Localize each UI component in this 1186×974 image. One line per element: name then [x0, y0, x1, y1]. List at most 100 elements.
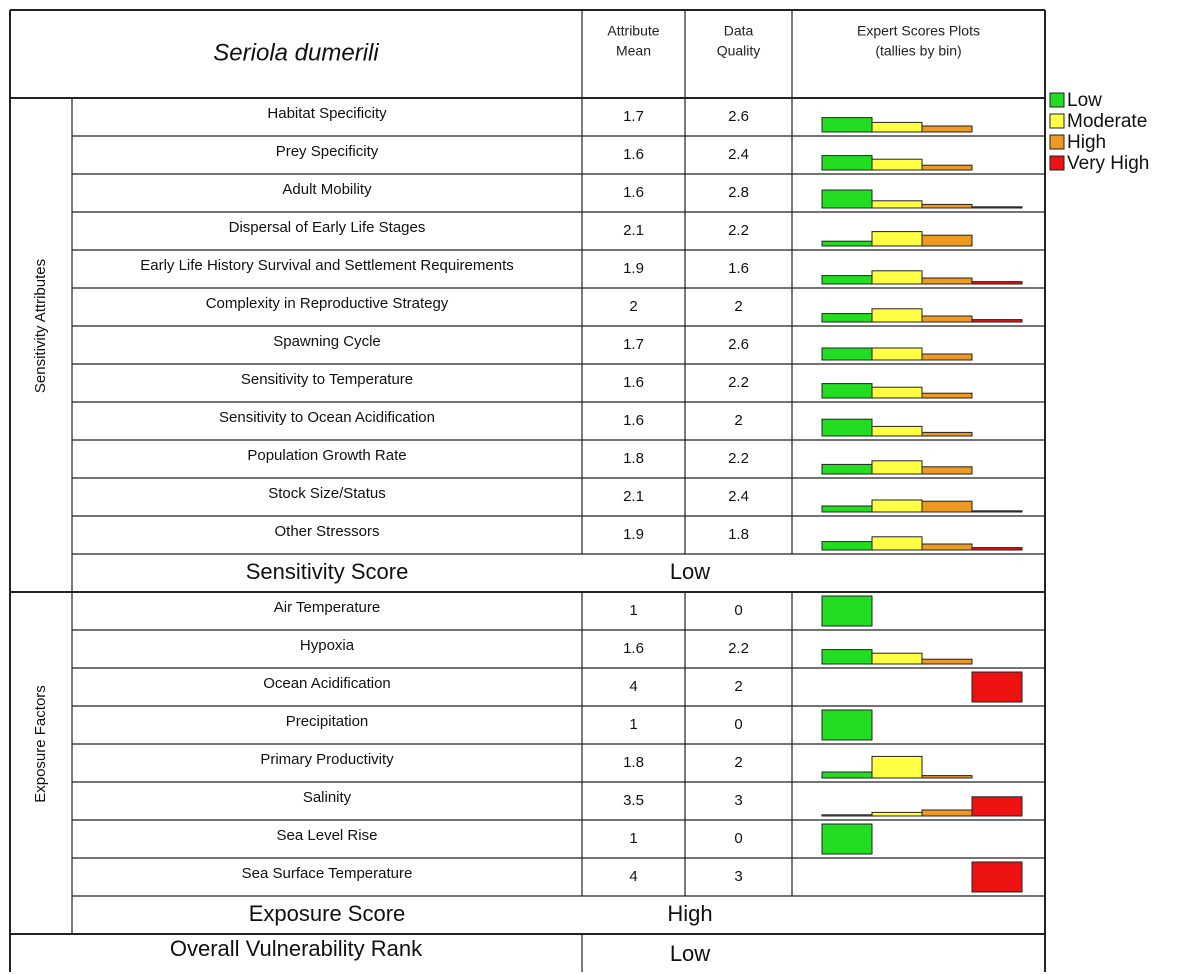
tally-bar [871, 755, 923, 779]
tally-bar [921, 315, 973, 323]
tally-bar [921, 392, 973, 399]
tally-bar [821, 595, 873, 627]
tally-bar [821, 649, 873, 665]
attribute-mean: 1 [629, 716, 637, 733]
tally-bar [971, 861, 1023, 893]
data-quality: 2.2 [728, 222, 749, 239]
attribute-mean: 4 [629, 678, 637, 695]
attribute-mean: 1.6 [623, 146, 644, 163]
tally-bar [921, 500, 973, 513]
data-quality: 3 [734, 868, 742, 885]
attribute-name: Air Temperature [274, 599, 380, 616]
tally-bar [871, 270, 923, 285]
attribute-name: Sea Level Rise [277, 827, 378, 844]
tally-bar [821, 709, 873, 741]
legend-swatch [1049, 134, 1065, 150]
attribute-name: Sensitivity to Temperature [241, 371, 413, 388]
tally-bar [971, 510, 1023, 513]
score-value: Low [670, 559, 710, 584]
data-quality: 1.6 [728, 260, 749, 277]
score-label: Sensitivity Score [246, 559, 409, 584]
tally-bar [821, 771, 873, 779]
attribute-name: Ocean Acidification [263, 675, 391, 692]
attribute-mean: 2 [629, 298, 637, 315]
attribute-name: Primary Productivity [260, 751, 394, 768]
section-label: Sensitivity Attributes [32, 259, 49, 393]
tally-bar [921, 203, 973, 209]
attribute-mean: 1 [629, 602, 637, 619]
attribute-name: Precipitation [286, 713, 369, 730]
legend-swatch [1049, 113, 1065, 129]
tally-bar [871, 200, 923, 209]
tally-bar [821, 240, 873, 247]
tally-bar [921, 466, 973, 475]
legend-swatch [1049, 92, 1065, 108]
tally-bar [921, 277, 973, 285]
column-header: Mean [616, 43, 651, 59]
data-quality: 2.6 [728, 108, 749, 125]
attribute-mean: 1 [629, 830, 637, 847]
tally-bar [871, 499, 923, 513]
tally-bar [871, 386, 923, 399]
column-header: Expert Scores Plots [857, 23, 980, 39]
attribute-mean: 1.6 [623, 412, 644, 429]
attribute-mean: 1.7 [623, 108, 644, 125]
tally-bar [921, 658, 973, 665]
tally-bar [921, 775, 973, 779]
column-header: Quality [717, 43, 761, 59]
tally-bar [871, 347, 923, 361]
data-quality: 2.2 [728, 640, 749, 657]
attribute-mean: 2.1 [623, 222, 644, 239]
tally-bar [871, 158, 923, 171]
tally-bar [871, 231, 923, 247]
data-quality: 2.4 [728, 488, 749, 505]
attribute-mean: 1.7 [623, 336, 644, 353]
tally-bar [821, 383, 873, 399]
tally-bar [921, 431, 973, 437]
attribute-name: Early Life History Survival and Settleme… [140, 257, 514, 274]
attribute-mean: 1.6 [623, 184, 644, 201]
column-header: Data [724, 23, 754, 39]
data-quality: 2 [734, 754, 742, 771]
tally-bar [821, 117, 873, 133]
tally-bar [871, 536, 923, 551]
attribute-mean: 1.8 [623, 450, 644, 467]
attribute-name: Complexity in Reproductive Strategy [206, 295, 449, 312]
legend-label: Moderate [1067, 111, 1147, 132]
legend-label: High [1067, 132, 1106, 153]
legend-label: Very High [1067, 153, 1149, 174]
attribute-name: Spawning Cycle [273, 333, 381, 350]
attribute-name: Adult Mobility [282, 181, 372, 198]
attribute-mean: 4 [629, 868, 637, 885]
tally-bar [821, 418, 873, 437]
data-quality: 1.8 [728, 526, 749, 543]
attribute-mean: 1.6 [623, 640, 644, 657]
tally-bar [871, 652, 923, 665]
tally-bar [821, 463, 873, 475]
tally-bar [921, 164, 973, 171]
score-value: High [667, 901, 712, 926]
tally-bar [871, 460, 923, 475]
tally-bar [821, 505, 873, 513]
tally-bar [971, 547, 1023, 551]
tally-bar [971, 671, 1023, 703]
overall-score: Low [670, 941, 710, 966]
attribute-name: Habitat Specificity [267, 105, 387, 122]
tally-bar [821, 814, 873, 817]
tally-bar [871, 121, 923, 133]
tally-bar [971, 206, 1023, 209]
data-quality: 3 [734, 792, 742, 809]
column-header: Attribute [607, 23, 659, 39]
legend-label: Low [1067, 90, 1102, 111]
tally-bar [821, 541, 873, 551]
data-quality: 0 [734, 830, 742, 847]
attribute-mean: 3.5 [623, 792, 644, 809]
overall-label: Overall Vulnerability Rank [170, 936, 423, 961]
data-quality: 2 [734, 412, 742, 429]
attribute-mean: 1.9 [623, 260, 644, 277]
tally-bar [821, 275, 873, 285]
attribute-name: Salinity [303, 789, 352, 806]
tally-bar [821, 823, 873, 855]
